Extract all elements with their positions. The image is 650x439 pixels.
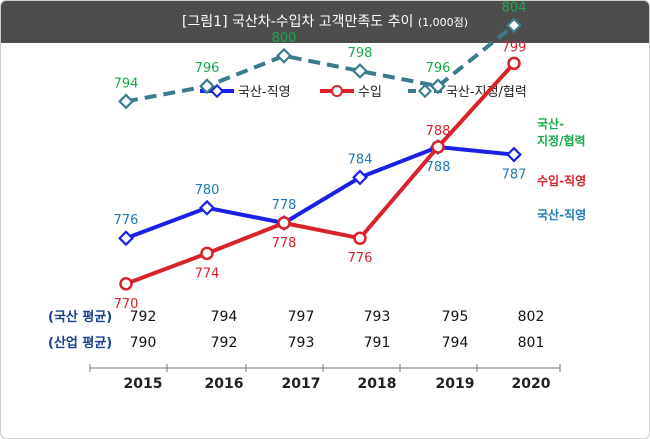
point-2-2: [276, 47, 292, 64]
x-tick-label-4: 2019: [436, 376, 475, 392]
table-cell-0-0: 792: [130, 309, 157, 325]
end-label-1: 수입-직영: [537, 173, 586, 188]
table-cell-1-0: 790: [130, 335, 157, 351]
series-line-1: [125, 62, 516, 286]
data-label-0-4: 788: [426, 160, 451, 175]
table-row-label-1: (산업 평균): [48, 335, 112, 351]
data-label-1-4: 788: [426, 124, 451, 139]
point-1-1: [200, 246, 214, 261]
table-cell-0-2: 797: [288, 309, 315, 325]
point-1-0: [119, 277, 133, 291]
point-1-3: [353, 231, 367, 245]
x-tick-label-2: 2017: [282, 376, 321, 392]
data-label-2-0: 794: [114, 76, 139, 91]
chart-title: [그림1] 국산차-수입차 고객만족도 추이: [181, 14, 414, 30]
point-2-5: [506, 17, 522, 34]
point-2-3: [352, 63, 368, 79]
point-1-4: [431, 140, 445, 154]
point-0-0: [118, 230, 134, 247]
legend-label-0: 국산-직영: [238, 85, 291, 100]
data-label-2-2: 800: [272, 31, 297, 46]
table-cell-1-1: 792: [211, 335, 238, 351]
end-label-2-1: 지정/협력: [537, 133, 586, 148]
point-2-1: [199, 78, 215, 95]
data-label-1-0: 770: [114, 297, 139, 312]
data-label-1-5: 799: [502, 40, 527, 55]
table-cell-0-3: 793: [364, 309, 391, 325]
x-tick-label-1: 2016: [205, 376, 244, 392]
data-label-0-0: 776: [114, 213, 139, 228]
table-row-label-0: (국산 평균): [48, 309, 112, 325]
data-label-0-2: 778: [272, 198, 297, 213]
x-tick-label-0: 2015: [124, 376, 163, 392]
point-0-1: [199, 199, 215, 216]
table-cell-0-4: 795: [442, 309, 469, 325]
point-2-4: [430, 78, 446, 95]
x-tick-label-5: 2020: [512, 376, 551, 392]
legend-marker-0: [209, 83, 225, 99]
end-label-0: 국산-직영: [537, 207, 586, 222]
table-cell-1-2: 793: [288, 335, 315, 351]
data-label-2-3: 798: [348, 46, 373, 61]
chart-title-unit: (1,000점): [417, 16, 469, 29]
data-label-1-3: 776: [348, 251, 373, 266]
table-cell-0-5: 802: [518, 309, 545, 325]
data-label-0-5: 787: [502, 168, 527, 183]
legend-label-1: 수입: [358, 85, 382, 100]
point-2-0: [118, 93, 134, 110]
legend-marker-2: [417, 83, 433, 99]
table-cell-0-1: 794: [211, 309, 238, 325]
chart-header: [그림1] 국산차-수입차 고객만족도 추이 (1,000점): [1, 1, 649, 43]
end-label-2-0: 국산-: [537, 116, 564, 131]
table-cell-1-5: 801: [518, 335, 545, 351]
data-label-0-1: 780: [195, 183, 220, 198]
data-label-2-4: 796: [426, 61, 451, 76]
point-0-5: [506, 146, 522, 163]
data-label-2-1: 796: [195, 61, 220, 76]
table-cell-1-4: 794: [442, 335, 469, 351]
series-line-2: [125, 23, 516, 104]
x-tick-label-3: 2018: [358, 376, 397, 392]
point-0-3: [352, 169, 368, 186]
data-label-0-3: 784: [348, 152, 373, 167]
data-label-1-2: 778: [272, 236, 297, 251]
series-line-0: [125, 144, 515, 241]
table-cell-1-3: 791: [364, 335, 391, 351]
legend-marker-1: [331, 85, 343, 97]
point-1-5: [507, 56, 521, 71]
point-1-2: [277, 216, 291, 230]
data-label-2-5: 804: [502, 0, 527, 15]
data-label-1-1: 774: [195, 266, 220, 281]
